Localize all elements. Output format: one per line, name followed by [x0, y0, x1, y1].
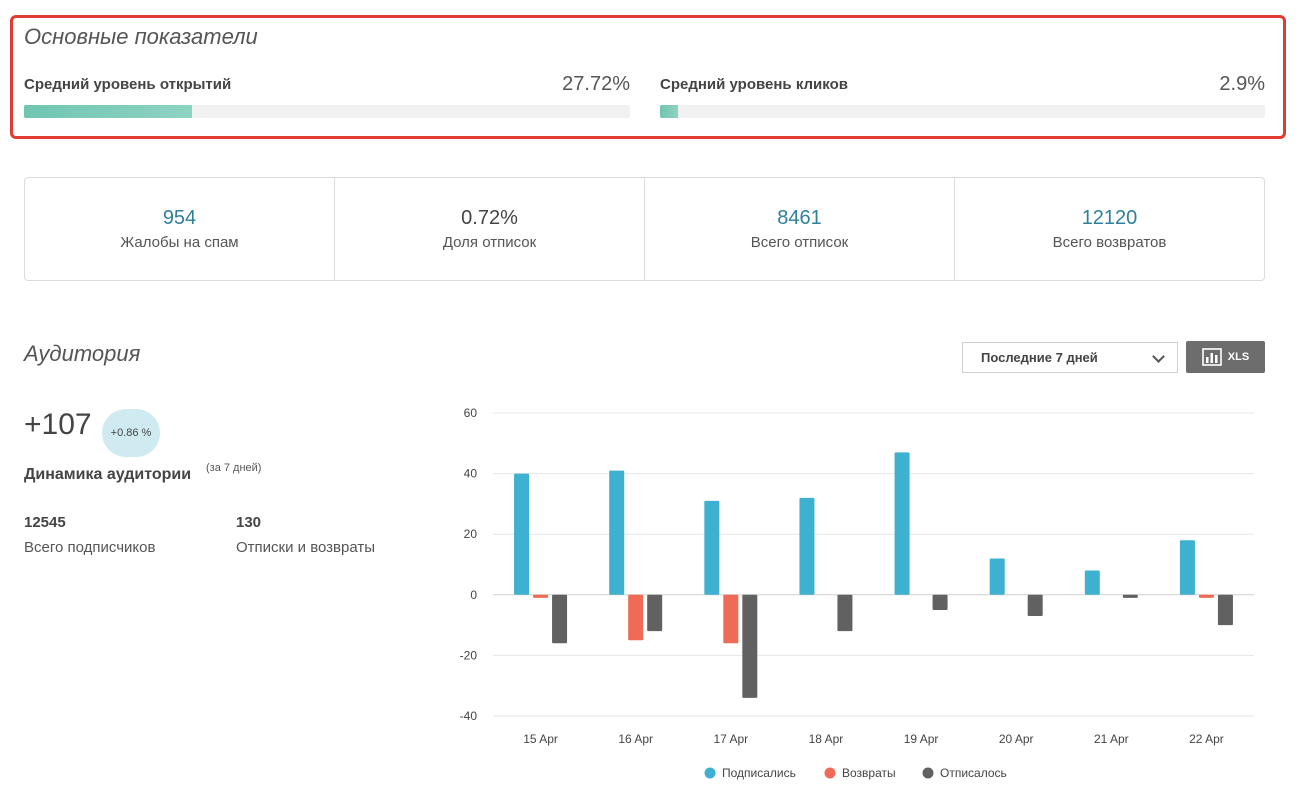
legend-label: Подписались — [722, 766, 796, 780]
x-tick-label: 20 Apr — [999, 732, 1034, 746]
chart-bar — [932, 594, 948, 610]
stat-label: Доля отписок — [442, 234, 537, 251]
y-tick-label: -40 — [460, 709, 478, 723]
x-tick-label: 22 Apr — [1189, 732, 1224, 746]
stat-unsubscribe-rate: 0.72% Доля отписок — [335, 178, 645, 280]
audience-dynamics-period: (за 7 дней) — [206, 462, 262, 474]
period-select[interactable]: Последние 7 дней — [962, 342, 1178, 373]
chart-bar — [609, 470, 625, 595]
chart-bar — [1122, 594, 1138, 598]
period-select-value: Последние 7 дней — [981, 350, 1098, 365]
chart-bar — [552, 594, 568, 644]
stats-summary: 954 Жалобы на спам 0.72% Доля отписок 84… — [24, 177, 1265, 281]
stat-label: Всего отписок — [750, 234, 849, 251]
stat-spam-complaints: 954 Жалобы на спам — [25, 178, 335, 280]
chart-bar — [837, 594, 853, 632]
audience-growth-value: +107 — [24, 408, 92, 441]
chart-bar — [894, 452, 910, 595]
stat-value[interactable]: 12120 — [1081, 207, 1138, 229]
x-tick-label: 16 Apr — [618, 732, 653, 746]
x-tick-label: 15 Apr — [523, 732, 558, 746]
export-xls-label: XLS — [1227, 351, 1250, 363]
open-rate-label: Средний уровень открытий — [24, 76, 232, 93]
legend-marker — [704, 767, 716, 779]
stat-value[interactable]: 8461 — [777, 207, 822, 229]
chart-bar — [1027, 594, 1043, 617]
chevron-down-icon — [1152, 350, 1165, 363]
chart-bar — [989, 558, 1005, 595]
click-rate-progress-fill — [660, 105, 678, 118]
y-tick-label: -20 — [460, 648, 478, 662]
y-tick-label: 20 — [464, 527, 478, 541]
stat-value[interactable]: 954 — [162, 207, 197, 229]
stat-total-returns: 12120 Всего возвратов — [955, 178, 1264, 280]
growth-percent-badge: +0.86 % — [102, 409, 160, 457]
audience-dynamics-label: Динамика аудитории — [24, 466, 192, 483]
unsub-returns-label: Отписки и возвраты — [236, 539, 376, 556]
legend-label: Отписалось — [940, 766, 1007, 780]
y-tick-label: 60 — [464, 406, 478, 420]
legend-marker — [922, 767, 934, 779]
chart-bar — [514, 473, 530, 595]
audience-title: Аудитория — [24, 341, 141, 366]
chart-bar — [799, 497, 815, 595]
stat-label: Всего возвратов — [1052, 234, 1167, 251]
x-tick-label: 17 Apr — [713, 732, 748, 746]
chart-bar — [723, 594, 739, 644]
chart-bar — [628, 594, 644, 641]
key-metrics-panel — [10, 15, 1286, 139]
export-xls-button[interactable]: XLS — [1186, 341, 1265, 373]
chart-bar — [1179, 540, 1195, 595]
x-tick-label: 18 Apr — [809, 732, 844, 746]
legend-label: Возвраты — [842, 766, 896, 780]
legend-marker — [824, 767, 836, 779]
x-tick-label: 21 Apr — [1094, 732, 1129, 746]
open-rate-value: 27.72% — [562, 73, 630, 95]
total-subscribers-label: Всего подписчиков — [24, 539, 156, 556]
chart-bar — [1198, 594, 1214, 598]
click-rate-value: 2.9% — [1219, 73, 1265, 95]
total-subscribers-value: 12545 — [24, 514, 66, 531]
chart-icon — [1201, 348, 1222, 366]
click-rate-progress — [660, 105, 1265, 118]
y-tick-label: 0 — [470, 588, 477, 602]
stat-total-unsubscribes: 8461 Всего отписок — [645, 178, 955, 280]
y-tick-label: 40 — [464, 467, 478, 481]
chart-bar — [647, 594, 663, 632]
stat-label: Жалобы на спам — [120, 234, 239, 251]
x-tick-label: 19 Apr — [904, 732, 939, 746]
unsub-returns-value: 130 — [236, 514, 262, 531]
chart-bar — [1217, 594, 1233, 626]
key-metrics-title: Основные показатели — [24, 24, 258, 49]
chart-bar — [1084, 570, 1100, 595]
open-rate-progress — [24, 105, 630, 118]
click-rate-label: Средний уровень кликов — [660, 76, 848, 93]
chart-bar — [533, 594, 549, 598]
chart-bar — [742, 594, 758, 698]
stat-value: 0.72% — [461, 207, 518, 229]
chart-bar — [704, 500, 720, 595]
open-rate-progress-fill — [24, 105, 192, 118]
